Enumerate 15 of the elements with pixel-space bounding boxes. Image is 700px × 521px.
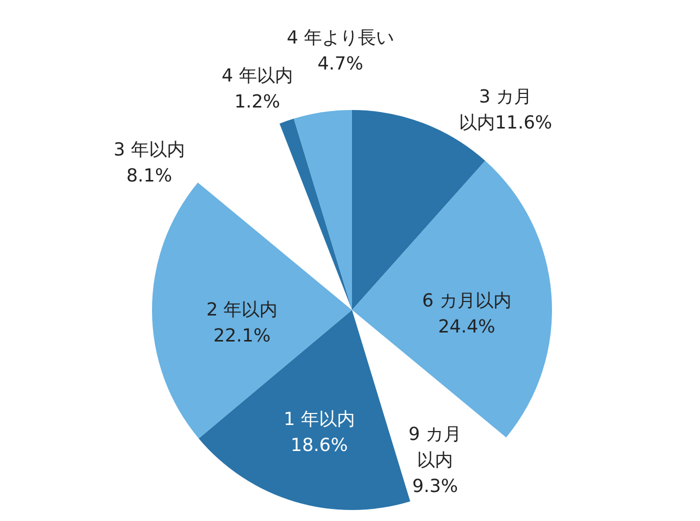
data-label: 1.2% [234, 91, 280, 112]
slice-label: 4 年より長い [286, 27, 394, 48]
data-label: 8.1% [126, 166, 172, 187]
slice-label: 2 年以内 [206, 299, 278, 320]
data-label: 18.6% [290, 435, 348, 456]
data-label: 24.4% [438, 316, 496, 338]
slice-label: 6 カ月以内 [422, 290, 512, 312]
data-label: 4.7% [317, 53, 364, 74]
slice-label: 4 年以内 [222, 65, 293, 86]
slice-label: 1 年以内 [284, 409, 355, 430]
slice-label: 9 カ月以内 [408, 424, 462, 471]
data-label: 22.1% [213, 325, 271, 346]
slice-label: 3 カ月以内11.6% [458, 86, 552, 134]
data-label: 9.3% [412, 476, 458, 497]
slice-label: 3 年以内 [114, 140, 185, 161]
